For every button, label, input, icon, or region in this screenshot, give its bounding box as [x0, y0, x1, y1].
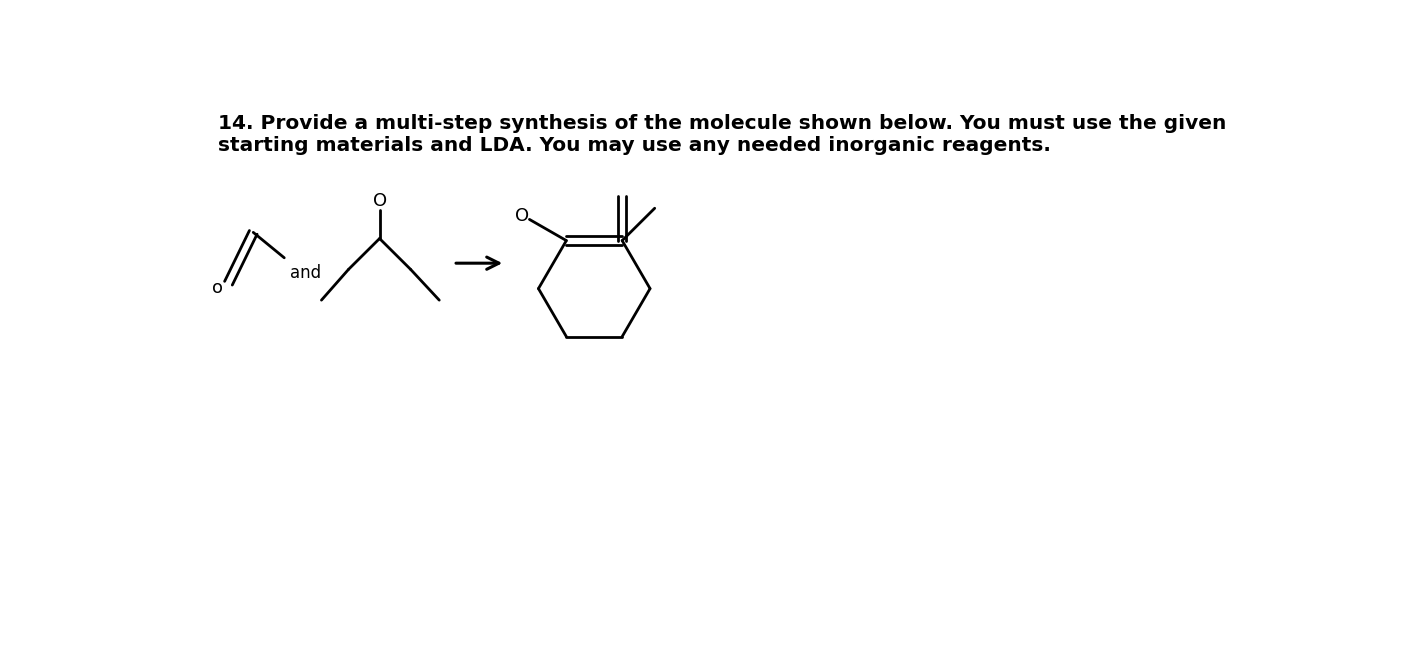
- Text: O: O: [515, 206, 529, 224]
- Text: O: O: [373, 192, 387, 210]
- Text: and: and: [291, 264, 322, 282]
- Text: o: o: [212, 279, 224, 297]
- Text: 14. Provide a multi-step synthesis of the molecule shown below. You must use the: 14. Provide a multi-step synthesis of th…: [218, 114, 1227, 155]
